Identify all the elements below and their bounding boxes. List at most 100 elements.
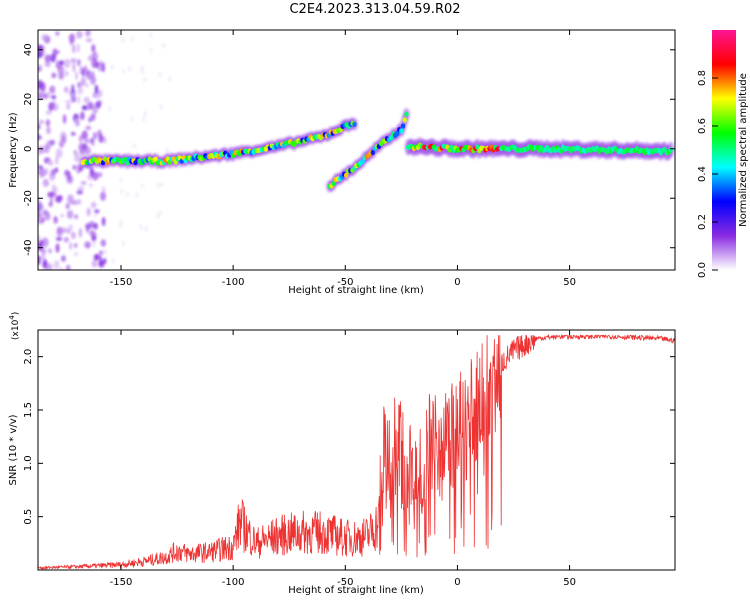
ridge-core: [395, 130, 400, 137]
noise-blob: [91, 51, 98, 61]
noise-blob: [38, 64, 43, 72]
noise-blob: [118, 223, 122, 229]
ridge-core: [402, 117, 407, 123]
y-tick-label: 1.0: [23, 455, 34, 471]
noise-blob: [67, 171, 72, 181]
noise-blob: [73, 251, 79, 257]
noise-blob: [156, 213, 160, 219]
ridge-core: [388, 135, 394, 141]
colorbar-tick-label: 0.4: [697, 166, 708, 182]
noise-blob: [58, 194, 64, 201]
noise-blob: [76, 189, 84, 195]
ridge-core: [343, 172, 349, 178]
x-tick-label: -50: [337, 277, 353, 288]
heatmap-y-label: Frequency (Hz): [8, 112, 19, 188]
noise-blob: [160, 181, 163, 187]
colorbar-tick-label: 0.0: [697, 262, 708, 278]
ridge-core: [153, 156, 158, 162]
noise-blob: [81, 130, 88, 140]
x-tick-label: 0: [454, 577, 460, 588]
noise-blob: [38, 119, 45, 125]
noise-blob: [80, 180, 87, 186]
noise-blob: [102, 249, 108, 255]
noise-blob: [101, 186, 106, 194]
noise-blob: [41, 237, 49, 248]
snr-y-label: SNR (10 * v/v): [8, 414, 19, 485]
noise-blob: [38, 215, 42, 225]
noise-blob: [47, 191, 55, 198]
noise-blob: [122, 68, 125, 74]
noise-blob: [103, 136, 107, 144]
noise-blob: [65, 99, 72, 105]
noise-blob: [76, 199, 82, 205]
x-tick-label: -100: [222, 277, 245, 288]
noise-blob: [52, 103, 59, 112]
noise-blob: [47, 248, 53, 254]
noise-blob: [74, 117, 80, 127]
noise-blob: [38, 44, 44, 51]
noise-blob: [85, 125, 92, 131]
snr-x-label: Height of straight line (km): [288, 585, 424, 596]
noise-blob: [39, 165, 43, 170]
noise-blob: [40, 48, 45, 57]
ridge-core: [331, 180, 336, 187]
noise-blob: [40, 81, 46, 92]
noise-blob: [83, 65, 88, 72]
noise-blob: [42, 208, 48, 216]
noise-blob: [144, 226, 148, 232]
noise-blob: [120, 219, 123, 225]
y-tick-label: -40: [23, 240, 34, 256]
noise-blob: [76, 30, 83, 39]
noise-blob: [63, 58, 71, 69]
x-tick-label: -100: [222, 577, 245, 588]
noise-blob: [99, 91, 103, 97]
noise-blob: [48, 201, 53, 208]
colorbar-tick-label: 0.8: [697, 70, 708, 86]
noise-blob: [66, 104, 71, 110]
noise-blob: [80, 111, 85, 121]
noise-blob: [38, 124, 41, 130]
noise-blob: [88, 117, 92, 123]
noise-blob: [59, 267, 63, 270]
ridge-core: [370, 149, 376, 156]
x-tick-label: 50: [563, 277, 576, 288]
noise-blob: [86, 174, 94, 181]
noise-blob: [122, 241, 125, 247]
noise-blob: [91, 138, 96, 147]
noise-blob: [99, 256, 103, 266]
noise-blob: [41, 33, 48, 42]
noise-blob: [57, 66, 65, 75]
noise-blob: [126, 191, 129, 197]
noise-blob: [45, 110, 50, 116]
noise-blob: [70, 131, 76, 136]
snr-y-ticks: 0.5 1.0 1.5 2.0: [23, 349, 675, 525]
noise-blob: [87, 55, 93, 62]
noise-blob: [75, 71, 79, 80]
heatmap-x-ticks: -150 -100 -50 0 50: [110, 30, 576, 288]
noise-blob: [102, 191, 105, 197]
noise-blob: [77, 186, 85, 191]
y-tick-label: 20: [23, 93, 34, 106]
noise-blob: [70, 58, 77, 64]
noise-blob: [68, 33, 75, 44]
noise-blob: [165, 147, 169, 153]
noise-blob: [83, 138, 91, 144]
noise-blob: [91, 71, 95, 79]
noise-blob: [159, 104, 163, 110]
noise-blob: [139, 224, 143, 230]
noise-blob: [66, 209, 74, 219]
noise-blob: [92, 132, 98, 140]
noise-blob: [85, 83, 89, 88]
x-tick-label: 0: [454, 277, 460, 288]
noise-blob: [72, 62, 76, 73]
noise-blob: [46, 126, 51, 135]
noise-blob: [62, 227, 67, 234]
noise-blob: [92, 104, 99, 114]
noise-blob: [55, 31, 60, 36]
noise-blob: [71, 231, 76, 240]
colorbar-tick-label: 0.2: [697, 214, 708, 230]
colorbar-ticks: 0.0 0.2 0.4 0.6 0.8: [697, 70, 718, 278]
heatmap-panel: -150 -100 -50 0 50 -40 -20 0 20 40 Height of str…: [8, 29, 676, 296]
noise-blob: [74, 153, 81, 163]
noise-blob: [78, 228, 83, 238]
